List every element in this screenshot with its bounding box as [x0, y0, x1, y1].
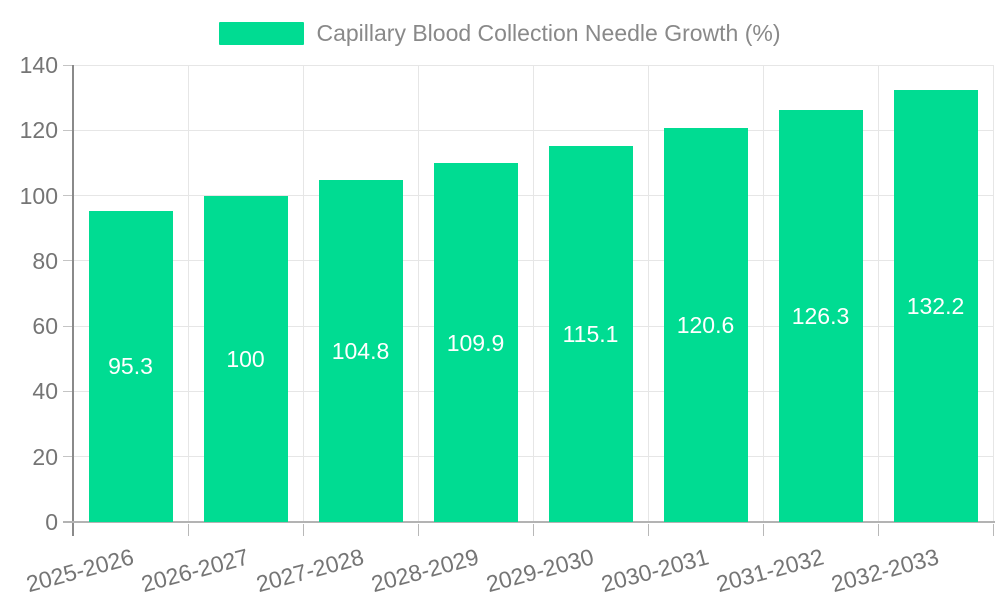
bar: [203, 195, 288, 522]
y-axis-tick: [63, 390, 73, 392]
gridline-vertical: [187, 65, 189, 522]
y-tick-label: 60: [32, 313, 58, 340]
bar-value-label: 100: [226, 345, 265, 372]
bar-value-label: 115.1: [562, 321, 619, 348]
x-axis-tick: [302, 524, 304, 536]
x-axis-tick: [647, 524, 649, 536]
y-axis-tick: [63, 195, 73, 197]
x-tick-label: 2028-2029: [367, 543, 481, 598]
y-tick-label: 80: [32, 247, 58, 274]
y-axis-line: [72, 65, 74, 536]
y-tick-label: 140: [19, 52, 58, 78]
y-axis-tick: [63, 260, 73, 262]
gridline-vertical: [647, 65, 649, 522]
bar-value-label: 95.3: [108, 353, 153, 380]
y-tick-label: 120: [19, 117, 58, 144]
y-axis-tick: [63, 129, 73, 131]
y-tick-label: 0: [45, 509, 58, 535]
y-tick-label: 40: [32, 378, 58, 405]
x-axis-tick: [762, 524, 764, 536]
bar: [318, 179, 403, 522]
gridline-vertical: [417, 65, 419, 522]
x-tick-label: 2026-2027: [137, 543, 251, 598]
x-axis-tick: [877, 524, 879, 536]
bar: [433, 163, 518, 522]
bar: [88, 210, 173, 522]
x-tick-label: 2027-2028: [252, 543, 366, 598]
bar-value-label: 109.9: [446, 329, 505, 356]
legend-label: Capillary Blood Collection Needle Growth…: [316, 20, 781, 46]
gridline-vertical: [302, 65, 304, 522]
chart-legend[interactable]: Capillary Blood Collection Needle Growth…: [0, 20, 1000, 46]
x-axis-tick: [992, 524, 994, 536]
bar-value-label: 120.6: [676, 312, 735, 339]
gridline-vertical: [992, 65, 994, 522]
bar-value-label: 104.8: [331, 337, 390, 364]
gridline-vertical: [762, 65, 764, 522]
bar-value-label: 126.3: [791, 302, 850, 329]
gridline-vertical: [532, 65, 534, 522]
bar: [663, 128, 748, 522]
legend-swatch: [219, 21, 305, 45]
x-tick-label: 2025-2026: [22, 543, 136, 598]
x-tick-label: 2031-2032: [712, 543, 826, 598]
x-tick-label: 2029-2030: [482, 543, 596, 598]
x-axis-tick: [417, 524, 419, 536]
bar: [893, 90, 978, 522]
x-tick-label: 2030-2031: [597, 543, 711, 598]
x-axis-tick: [187, 524, 189, 536]
bar: [548, 146, 633, 522]
y-axis-tick: [63, 456, 73, 458]
y-axis-tick: [63, 325, 73, 327]
gridline-vertical: [877, 65, 879, 522]
y-tick-label: 20: [32, 443, 58, 470]
y-axis-tick: [63, 64, 73, 66]
x-axis-line: [63, 521, 995, 523]
y-tick-label: 100: [19, 182, 58, 209]
x-tick-label: 2032-2033: [827, 543, 941, 598]
x-axis-tick: [532, 524, 534, 536]
bar-value-label: 132.2: [906, 293, 965, 320]
bar: [778, 109, 863, 522]
